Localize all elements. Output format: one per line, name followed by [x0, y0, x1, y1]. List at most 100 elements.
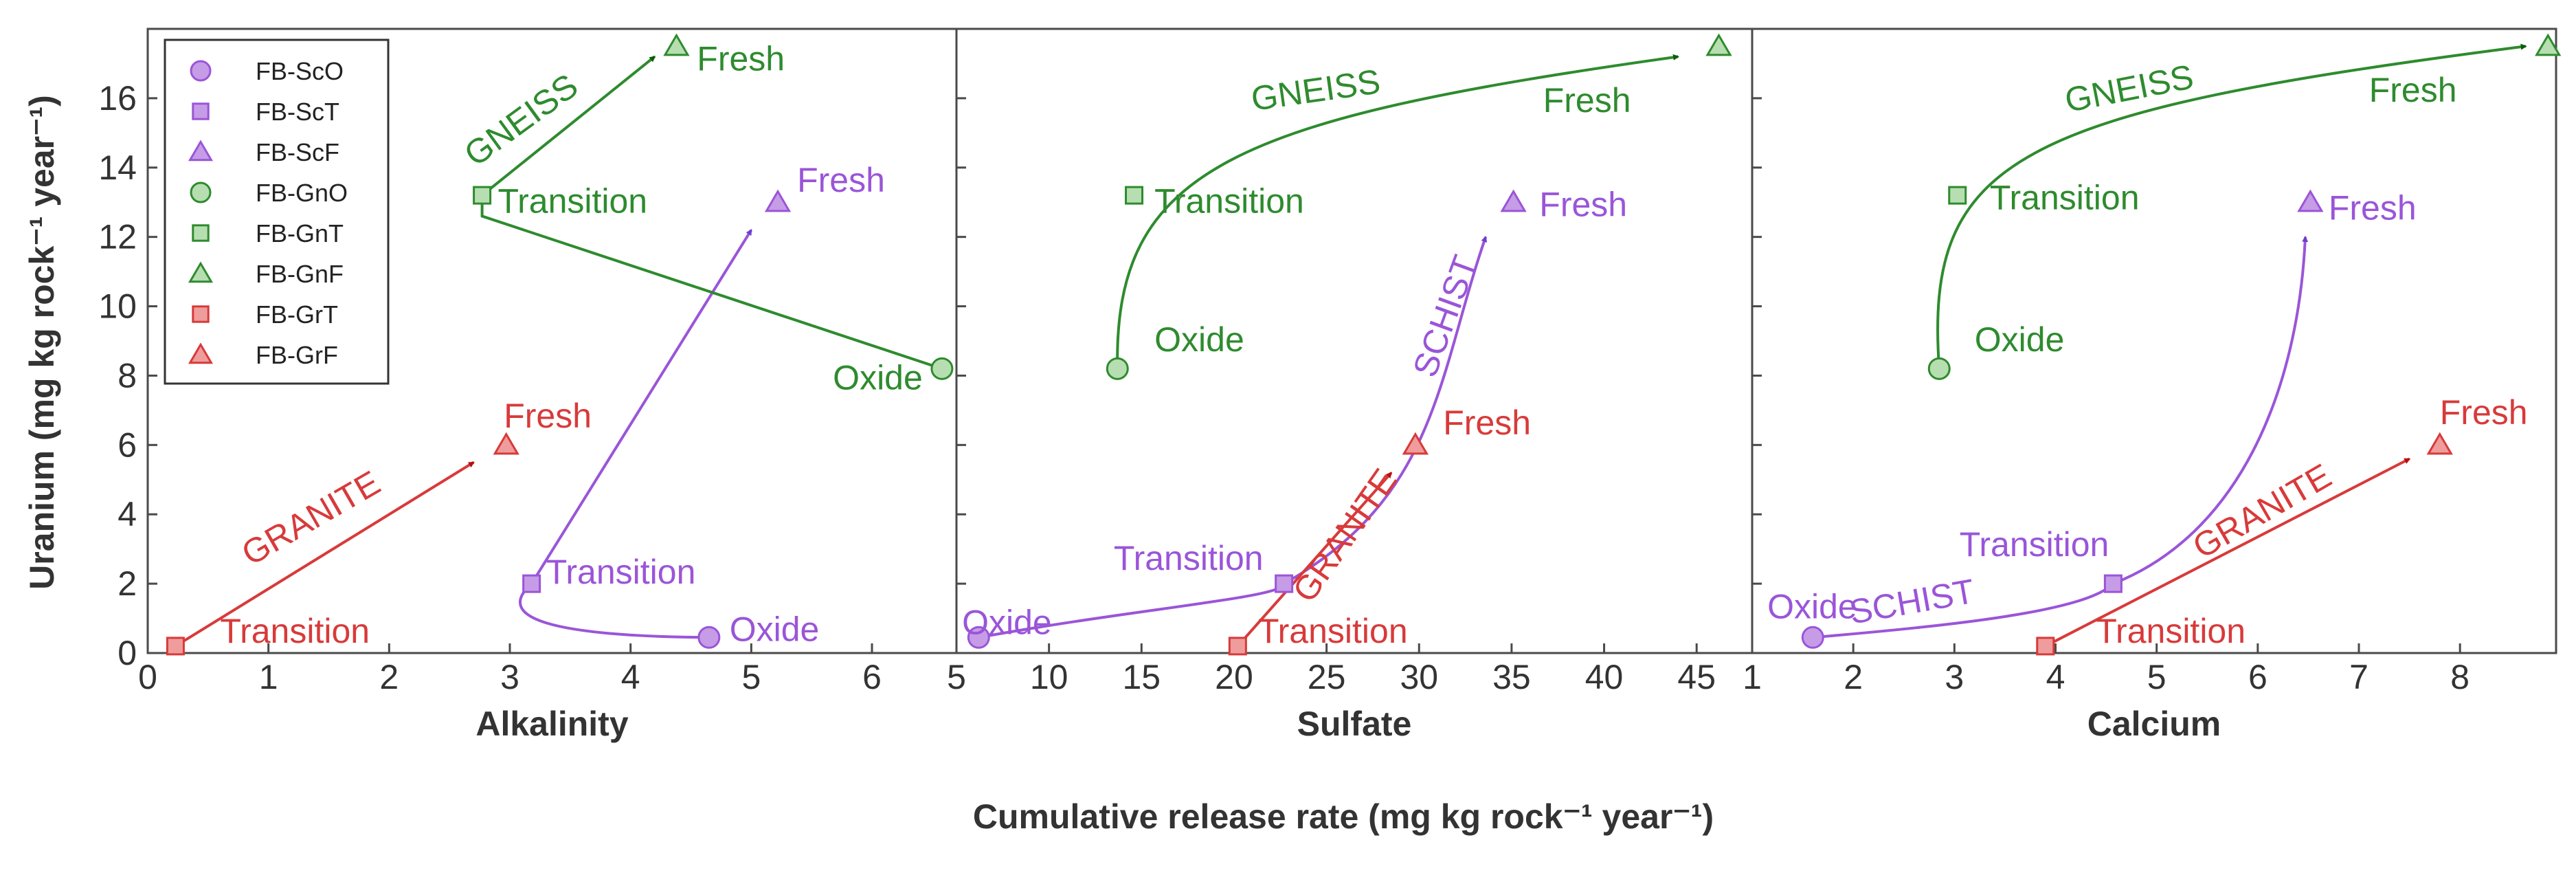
fb-scf-point [2297, 189, 2324, 212]
fb-sco-point [697, 626, 721, 649]
schist-annotation: Transition [1960, 525, 2109, 564]
gneiss-annotation: Fresh [2369, 71, 2457, 109]
gneiss-annotation: Transition [1990, 178, 2140, 217]
gneiss-annotation: GNEISS [1248, 62, 1382, 118]
legend-item: FB-ScT [192, 98, 339, 126]
granite-annotation: Fresh [2440, 393, 2528, 432]
legend-item: FB-ScF [188, 138, 339, 166]
legend-label: FB-GnO [256, 179, 348, 207]
legend-marker-fb-gnf [188, 261, 214, 283]
x-tick-label: 40 [1585, 658, 1624, 696]
fb-grf-point [2426, 432, 2453, 455]
fb-grf-point [493, 432, 519, 455]
y-tick-label: 6 [117, 426, 137, 464]
fb-gnt-point [1125, 186, 1144, 205]
granite-annotation: Transition [1258, 612, 1408, 650]
plot-frame [955, 27, 1754, 654]
fb-gno-point [1106, 357, 1129, 380]
fb-sco-point [967, 626, 990, 649]
schist-annotation: Fresh [797, 161, 885, 199]
x-tick-label: 4 [2046, 658, 2065, 696]
legend-marker-fb-gnt [192, 224, 210, 242]
sulfate-panel: 5 10 15 20 25 30 35 40 45 Sulfate Oxide Transition F… [947, 27, 1754, 743]
panel-x-label: Sulfate [1297, 705, 1412, 743]
legend-label: FB-ScT [256, 98, 339, 126]
schist-annotation: Transition [546, 553, 696, 591]
x-tick-label: 35 [1492, 658, 1531, 696]
panel-x-label: Alkalinity [475, 705, 628, 743]
x-axis-title: Cumulative release rate (mg kg rock⁻¹ ye… [973, 797, 1714, 836]
legend-marker-fb-grf [188, 342, 214, 364]
legend-box [164, 38, 390, 385]
x-tick-label: 10 [1030, 658, 1068, 696]
fb-gnf-point [2535, 33, 2562, 56]
fb-gnt-point [1948, 186, 1967, 205]
granite-trend-arrow [2044, 457, 2411, 648]
x-tick-label: 45 [1677, 658, 1716, 696]
fb-scf-point [764, 189, 792, 212]
fb-grf-point [1402, 432, 1429, 455]
legend-marker-fb-sct [192, 102, 210, 120]
legend-marker-fb-scf [188, 140, 214, 162]
legend-label: FB-GnF [256, 260, 344, 288]
gneiss-annotation: Oxide [1975, 320, 2065, 359]
schist-annotation: Oxide [730, 610, 820, 648]
y-tick-label: 16 [98, 79, 137, 118]
gneiss-annotation: Fresh [697, 40, 785, 78]
x-tick-label: 3 [500, 658, 519, 696]
granite-annotation: GRANITE [2186, 456, 2338, 566]
schist-trend-arrow [1283, 235, 1488, 585]
legend-item: FB-GrT [192, 300, 338, 329]
fb-gnf-point [1705, 33, 1732, 56]
fb-sco-point [1801, 626, 1824, 649]
x-tick-label: 5 [2147, 658, 2166, 696]
legend-item: FB-GnF [188, 260, 344, 288]
granite-annotation: Fresh [504, 397, 592, 435]
x-tick-label: 5 [741, 658, 761, 696]
y-tick-label: 0 [117, 634, 137, 672]
x-tick-label: 15 [1122, 658, 1161, 696]
granite-trend-arrow [1236, 472, 1393, 648]
x-tick-label: 25 [1308, 658, 1346, 696]
schist-annotation: SCHIST [1405, 250, 1484, 382]
schist-annotation: Transition [1114, 539, 1264, 577]
fb-gnt-point [473, 186, 492, 205]
fb-grt-point [1228, 637, 1247, 656]
gneiss-annotation: Oxide [1154, 320, 1244, 359]
x-tick-label: 6 [862, 658, 882, 696]
schist-annotation: Fresh [1539, 185, 1627, 223]
y-tick-label: 8 [117, 356, 137, 395]
granite-annotation: GRANITE [1285, 462, 1404, 609]
x-tick-label: 1 [1743, 658, 1762, 696]
gneiss-annotation: GNEISS [2062, 57, 2197, 120]
fb-gno-point [1927, 357, 1951, 380]
fb-scf-point [1500, 189, 1527, 212]
x-tick-label: 4 [621, 658, 640, 696]
granite-annotation: Fresh [1443, 404, 1531, 442]
gneiss-annotation: GNEISS [457, 66, 585, 173]
legend-label: FB-GnT [256, 219, 344, 247]
fb-gnf-point [663, 33, 690, 56]
legend: FB-ScO FB-ScT FB-ScF FB-GnO FB-GnT FB-GnF FB-G… [164, 38, 390, 385]
y-tick-label: 14 [98, 148, 137, 187]
fb-sct-point [522, 574, 541, 593]
schist-annotation: Oxide [962, 603, 1052, 641]
x-tick-label: 30 [1400, 658, 1438, 696]
legend-label: FB-GrF [256, 341, 338, 369]
gneiss-trend-arrow [1936, 43, 2527, 369]
x-tick-label: 2 [1844, 658, 1863, 696]
legend-item: FB-GnO [190, 179, 348, 207]
legend-item: FB-GnT [192, 219, 344, 247]
fb-gno-point [930, 357, 954, 380]
gneiss-annotation: Transition [497, 181, 647, 220]
y-axis-title: Uranium (mg kg rock⁻¹ year⁻¹) [23, 95, 61, 590]
schist-trend-arrow [1813, 582, 2114, 639]
x-tick-label: 7 [2349, 658, 2368, 696]
x-tick-label: 0 [138, 658, 157, 696]
granite-annotation: GRANITE [235, 463, 386, 573]
gneiss-trend-arrow [480, 55, 943, 371]
granite-annotation: Transition [2096, 612, 2245, 650]
legend-label: FB-GrT [256, 300, 338, 329]
y-tick-label: 4 [117, 495, 137, 533]
